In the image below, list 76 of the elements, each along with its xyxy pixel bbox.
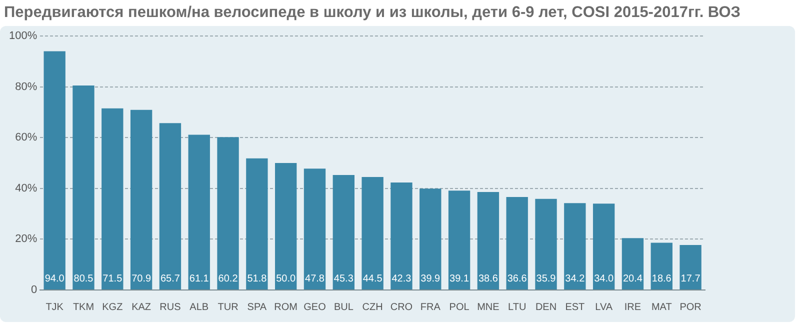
x-tick-label: GEO xyxy=(304,302,326,313)
bar xyxy=(332,174,354,290)
bar xyxy=(304,168,326,290)
x-tick-label: POL xyxy=(449,302,470,313)
x-tick-label: POR xyxy=(680,302,702,313)
x-tick-label: TJK xyxy=(46,302,64,313)
x-tick-label: TKM xyxy=(72,302,94,313)
data-label: 65.7 xyxy=(160,273,180,284)
bar xyxy=(362,176,384,290)
x-tick-label: IRE xyxy=(624,302,642,313)
data-label: 34.2 xyxy=(565,273,586,284)
x-tick-label: SPA xyxy=(247,302,267,313)
y-tick-label: 100% xyxy=(8,30,38,42)
bar xyxy=(130,110,152,290)
data-label: 61.1 xyxy=(189,273,210,284)
data-label: 94.0 xyxy=(44,273,65,284)
data-label: 39.9 xyxy=(420,273,441,284)
data-label: 36.6 xyxy=(507,273,528,284)
y-tick-label: 20% xyxy=(15,233,38,246)
y-tick-label: 60% xyxy=(15,132,38,144)
bar xyxy=(650,242,672,290)
x-tick-label: LVA xyxy=(595,302,613,313)
bar xyxy=(448,190,470,290)
x-tick-label: ALB xyxy=(190,302,209,313)
y-tick-label: 80% xyxy=(15,80,38,93)
x-tick-label: FRA xyxy=(420,302,441,313)
x-tick-label: BUL xyxy=(334,302,354,313)
bar xyxy=(188,134,210,290)
x-tick-label: TUR xyxy=(218,302,238,313)
data-label: 51.8 xyxy=(247,273,268,284)
bar xyxy=(622,238,644,290)
bar xyxy=(72,86,94,290)
x-tick-label: RUS xyxy=(160,302,182,313)
data-label: 44.5 xyxy=(362,273,383,284)
bar xyxy=(390,182,412,290)
data-label: 45.3 xyxy=(334,273,354,284)
data-label: 34.0 xyxy=(594,273,614,284)
bar xyxy=(102,108,124,290)
data-label: 35.9 xyxy=(536,273,556,284)
data-label: 60.2 xyxy=(218,273,238,284)
data-label: 42.3 xyxy=(392,273,412,284)
x-tick-label: KGZ xyxy=(102,302,123,313)
x-tick-label: MAT xyxy=(651,302,672,313)
chart-title: Передвигаются пешком/на велосипеде в школу и из школы, дети 6-9 лет, COSI 2015-2017гг. ВОЗ xyxy=(4,4,740,22)
x-tick-label: CRO xyxy=(390,302,413,313)
x-tick-label: LTU xyxy=(508,302,526,313)
data-label: 38.6 xyxy=(478,273,498,284)
data-label: 47.8 xyxy=(305,273,325,284)
bar xyxy=(506,197,528,290)
bar xyxy=(275,163,297,290)
bar xyxy=(680,245,702,290)
bar xyxy=(564,203,586,290)
data-label: 39.1 xyxy=(450,273,470,284)
bar xyxy=(420,188,442,290)
bar xyxy=(44,51,66,290)
data-label: 17.7 xyxy=(680,273,701,284)
data-label: 80.5 xyxy=(74,273,94,284)
x-tick-label: DEN xyxy=(535,302,557,313)
bar xyxy=(246,158,268,290)
data-label: 70.9 xyxy=(132,273,152,284)
bar xyxy=(159,123,182,290)
bar xyxy=(535,198,557,290)
data-label: 50.0 xyxy=(276,273,296,284)
x-tick-label: KAZ xyxy=(132,302,152,313)
bar xyxy=(217,137,239,290)
data-label: 20.4 xyxy=(623,273,643,284)
bar xyxy=(592,204,615,290)
data-label: 18.6 xyxy=(652,273,672,284)
x-tick-label: CZH xyxy=(362,302,383,313)
x-tick-label: EST xyxy=(565,302,585,313)
y-tick-label: 40% xyxy=(15,182,38,194)
x-tick-label: ROM xyxy=(274,302,298,313)
bar xyxy=(477,192,500,290)
data-label: 71.5 xyxy=(102,273,123,284)
x-tick-label: MNE xyxy=(477,302,500,313)
y-tick-label: 0 xyxy=(31,284,38,296)
